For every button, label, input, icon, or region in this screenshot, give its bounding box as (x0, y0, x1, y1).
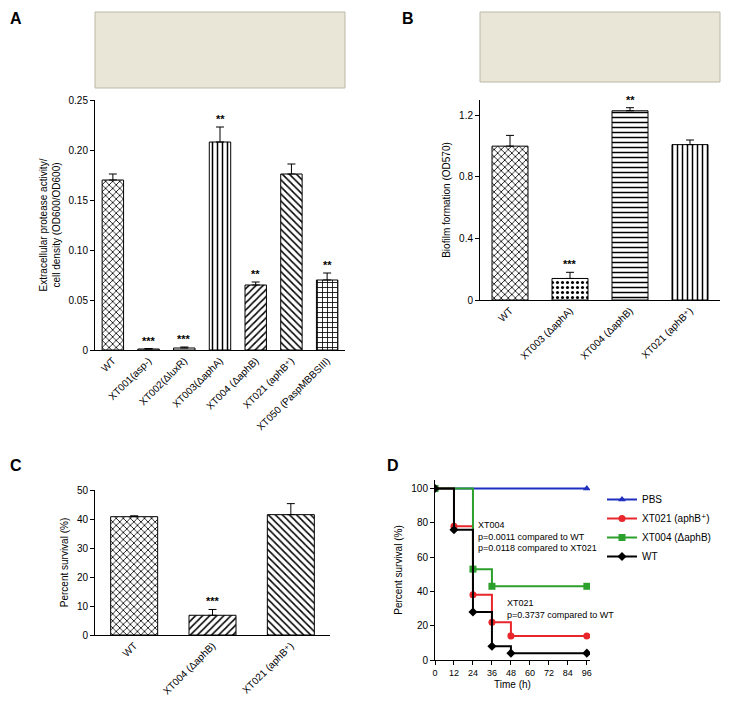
svg-text:Extracellular protease activit: Extracellular protease activity/cell den… (38, 158, 62, 291)
svg-text:XT021 (aphB⁺): XT021 (aphB⁺) (241, 355, 297, 411)
svg-text:12: 12 (449, 668, 459, 678)
svg-text:96: 96 (582, 668, 592, 678)
svg-text:1.2: 1.2 (459, 110, 473, 121)
svg-text:XT004 (ΔaphB): XT004 (ΔaphB) (578, 305, 635, 362)
svg-text:WT: WT (496, 305, 515, 324)
svg-text:XT001(asp-): XT001(asp-) (106, 355, 153, 402)
svg-text:50: 50 (77, 485, 89, 496)
svg-text:0.10: 0.10 (69, 245, 89, 256)
svg-text:XT004 (ΔaphB): XT004 (ΔaphB) (642, 532, 711, 543)
svg-text:Biofilm formation (OD570): Biofilm formation (OD570) (441, 142, 452, 258)
svg-text:0: 0 (432, 668, 437, 678)
svg-text:C: C (10, 457, 22, 474)
svg-text:20: 20 (417, 620, 429, 631)
svg-text:D: D (387, 457, 399, 474)
svg-text:80: 80 (417, 517, 429, 528)
svg-text:**: ** (251, 268, 260, 280)
svg-text:XT050 (PaspMBBSIII): XT050 (PaspMBBSIII) (255, 355, 332, 432)
svg-text:XT021p=0.3737 compared to WT: XT021p=0.3737 compared to WT (507, 598, 614, 620)
svg-text:A: A (10, 10, 22, 27)
svg-text:WT: WT (99, 355, 118, 374)
svg-text:PBS: PBS (642, 494, 662, 505)
svg-text:***: *** (563, 258, 577, 270)
svg-text:0.4: 0.4 (459, 233, 473, 244)
svg-text:40: 40 (77, 514, 89, 525)
svg-text:XT004p=0.0011 compared to WTp=: XT004p=0.0011 compared to WTp=0.0118 com… (478, 520, 597, 553)
svg-text:**: ** (323, 259, 332, 271)
svg-text:WT: WT (120, 640, 139, 659)
svg-text:**: ** (216, 113, 225, 125)
svg-text:0: 0 (82, 630, 88, 641)
svg-text:XT004 (ΔaphB): XT004 (ΔaphB) (204, 355, 261, 412)
svg-text:0.05: 0.05 (69, 295, 89, 306)
svg-text:XT003(ΔaphA): XT003(ΔaphA) (170, 355, 225, 410)
svg-text:XT021 (aphB⁺): XT021 (aphB⁺) (639, 305, 695, 361)
svg-text:0.8: 0.8 (459, 171, 473, 182)
svg-text:0: 0 (467, 295, 473, 306)
svg-text:24: 24 (468, 668, 478, 678)
svg-text:***: *** (142, 335, 156, 347)
svg-text:0.20: 0.20 (69, 145, 89, 156)
svg-text:30: 30 (77, 543, 89, 554)
svg-text:XT021 (aphB⁺): XT021 (aphB⁺) (240, 640, 296, 696)
svg-text:0.15: 0.15 (69, 195, 89, 206)
svg-text:XT004 (ΔaphB): XT004 (ΔaphB) (161, 640, 218, 697)
svg-text:84: 84 (563, 668, 573, 678)
svg-text:60: 60 (525, 668, 535, 678)
svg-text:0: 0 (82, 345, 88, 356)
svg-text:36: 36 (487, 668, 497, 678)
svg-text:10: 10 (77, 601, 89, 612)
svg-text:XT002(ΔluxR): XT002(ΔluxR) (137, 355, 189, 407)
svg-text:Percent survival (%): Percent survival (%) (59, 518, 70, 607)
svg-text:***: *** (177, 333, 191, 345)
svg-text:72: 72 (544, 668, 554, 678)
svg-text:20: 20 (77, 572, 89, 583)
svg-text:100: 100 (411, 483, 428, 494)
svg-text:40: 40 (417, 586, 429, 597)
svg-text:48: 48 (506, 668, 516, 678)
svg-text:0: 0 (422, 655, 428, 666)
svg-text:XT021 (aphB⁺): XT021 (aphB⁺) (642, 513, 710, 524)
svg-text:Time (h): Time (h) (494, 679, 531, 690)
svg-text:0.25: 0.25 (69, 95, 89, 106)
svg-text:60: 60 (417, 552, 429, 563)
svg-text:***: *** (206, 595, 220, 607)
svg-text:WT: WT (642, 551, 658, 562)
svg-text:XT003 (ΔaphA): XT003 (ΔaphA) (518, 305, 575, 362)
svg-text:Percent survival (%): Percent survival (%) (393, 525, 404, 614)
svg-text:**: ** (626, 94, 635, 106)
svg-text:B: B (402, 10, 414, 27)
